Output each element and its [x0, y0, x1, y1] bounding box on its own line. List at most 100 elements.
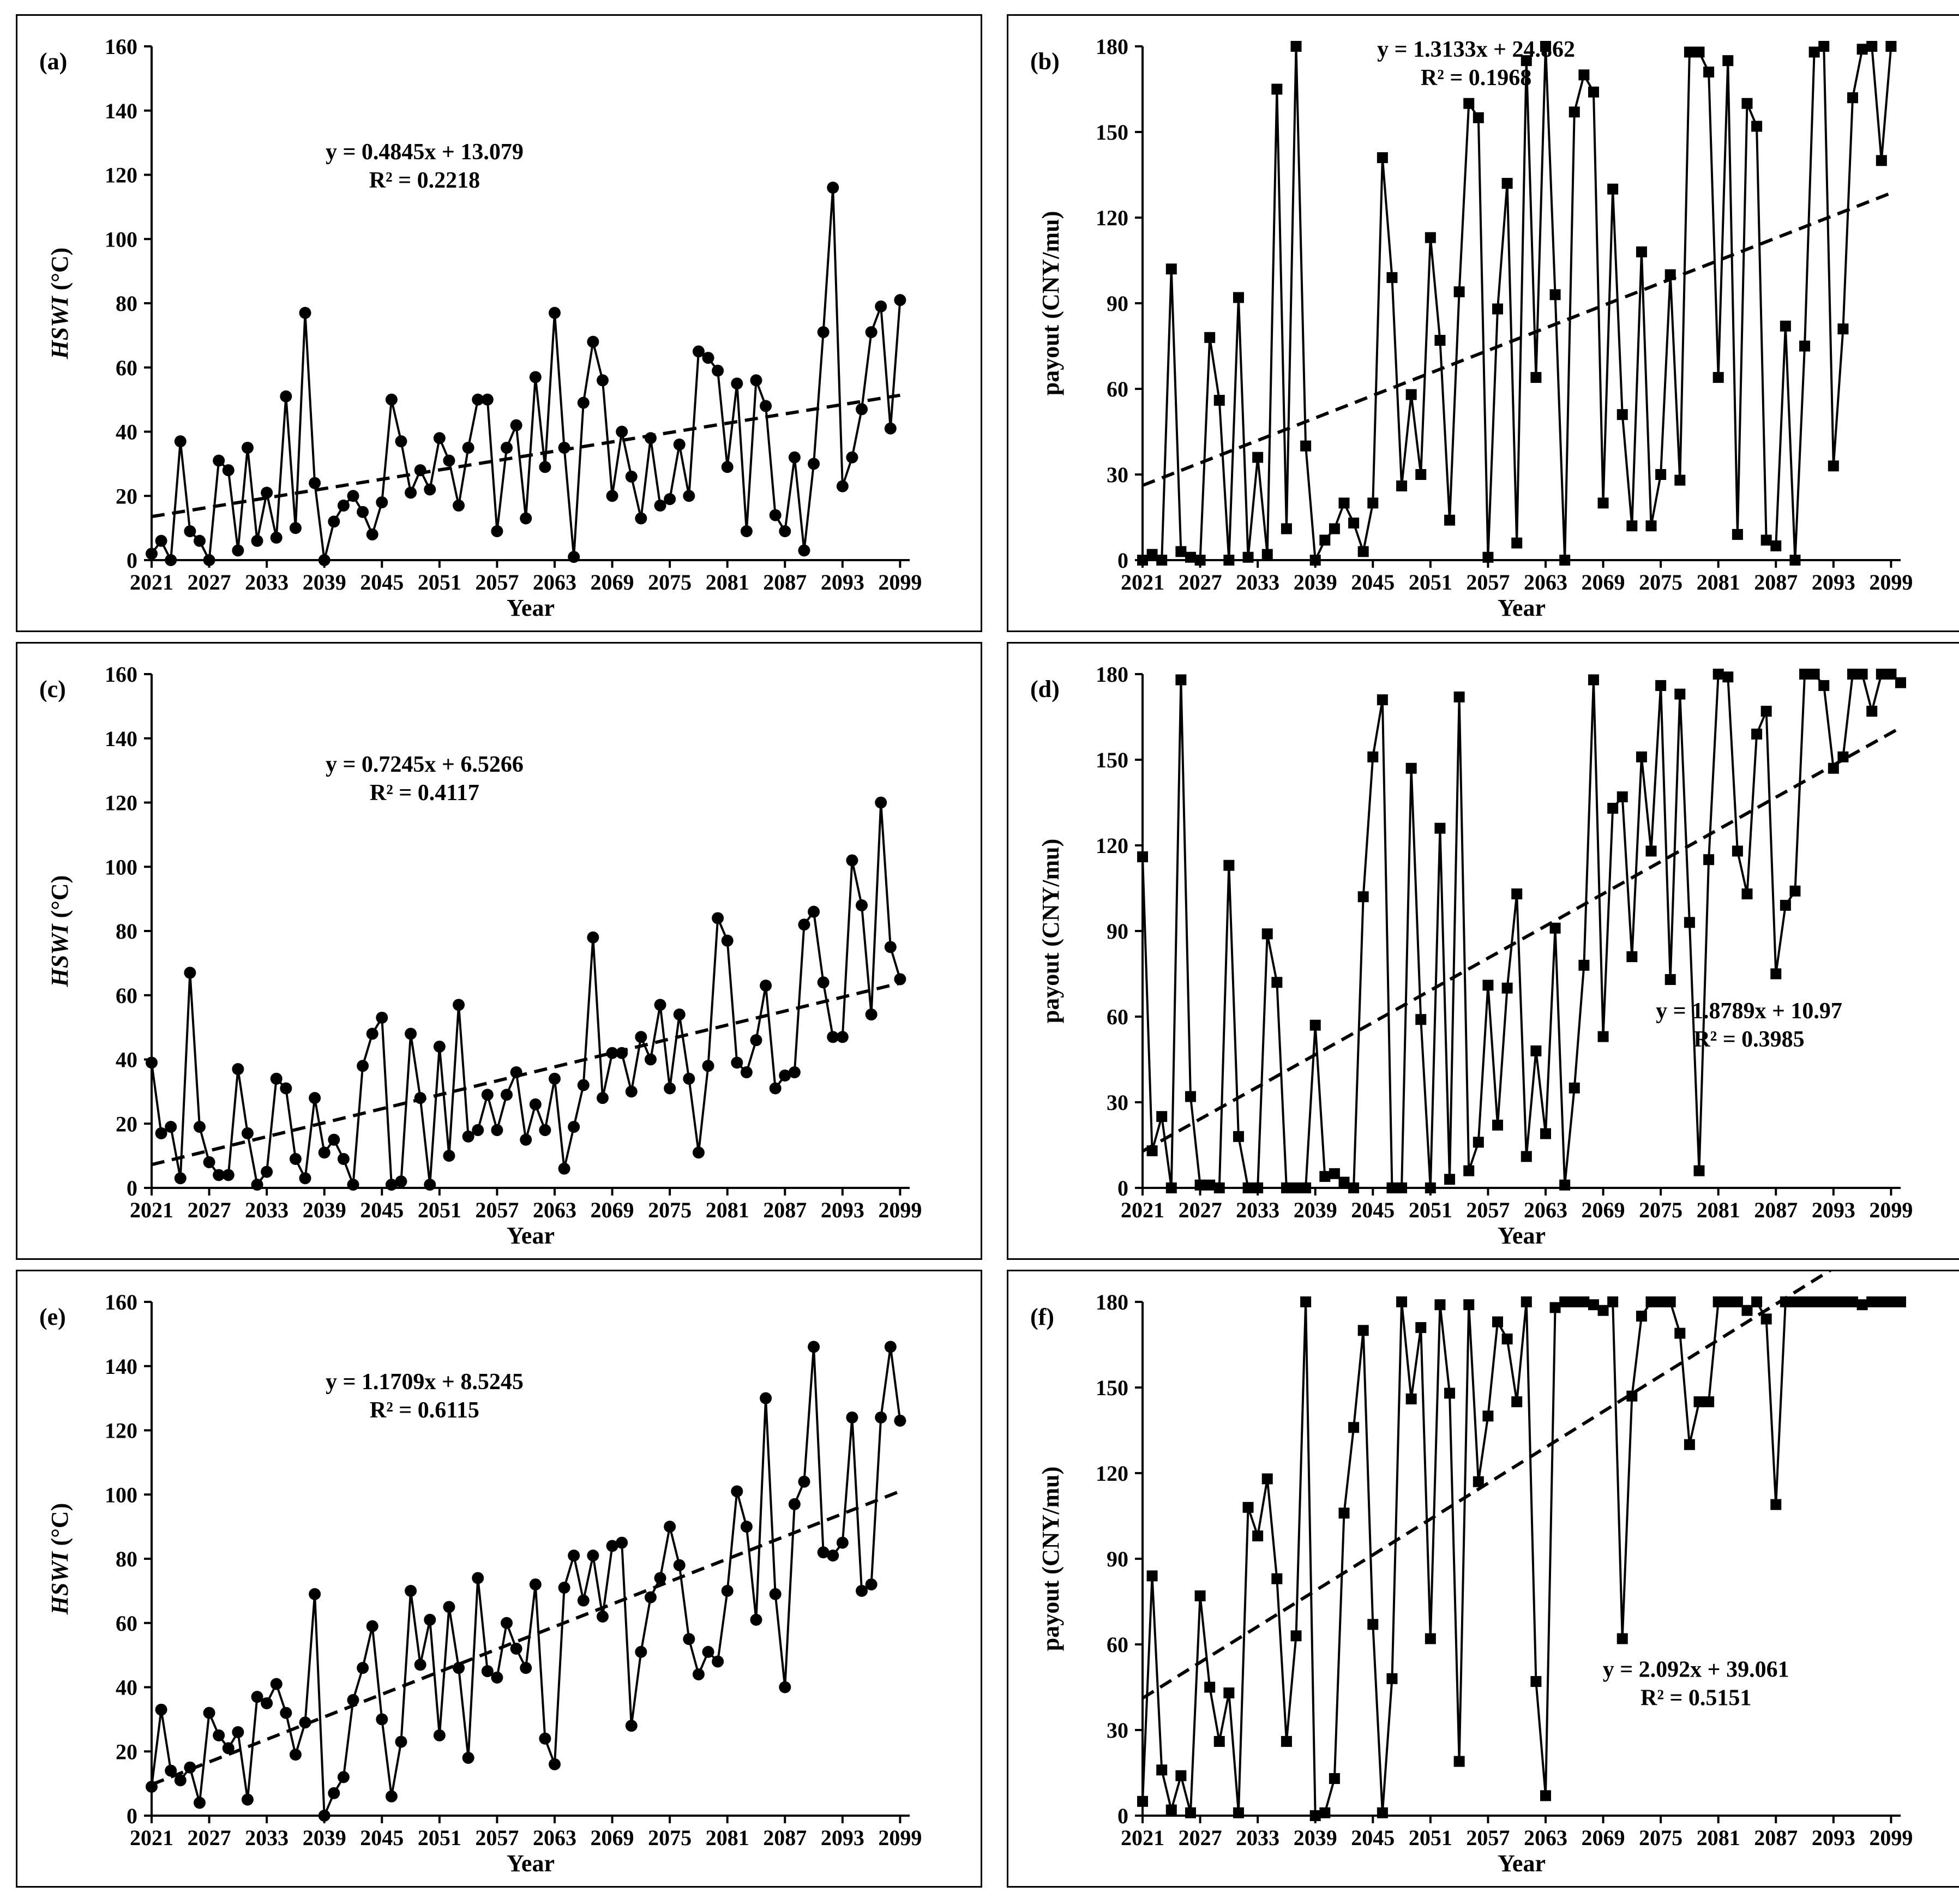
data-point [289, 1749, 302, 1761]
data-point [1453, 286, 1465, 298]
data-point [808, 1341, 820, 1353]
x-tick-label: 2093 [821, 570, 864, 594]
y-tick-label: 150 [1096, 1376, 1128, 1400]
data-point [472, 393, 484, 406]
data-point [1664, 269, 1676, 280]
data-point [1185, 1091, 1196, 1102]
data-point [1146, 1145, 1158, 1156]
data-point [1530, 1676, 1542, 1687]
x-axis-title: Year [1498, 1850, 1546, 1877]
data-point [347, 490, 359, 502]
y-tick-label: 140 [105, 726, 137, 751]
series-line [1141, 672, 1902, 1190]
data-point [357, 1662, 369, 1674]
data-point [548, 307, 561, 319]
x-tick-label: 2045 [1351, 1198, 1395, 1222]
data-point [462, 1752, 474, 1764]
data-point [213, 454, 225, 467]
data-point [760, 400, 772, 412]
chart-f: 0 30 60 90 120 150 180 2021 2027 2033 2039 2045 2051… [1030, 1271, 1913, 1877]
data-point [299, 307, 311, 319]
data-point [1741, 888, 1753, 899]
data-point [414, 464, 426, 477]
data-point [865, 1008, 878, 1021]
data-point [184, 966, 196, 979]
data-point [232, 1726, 244, 1738]
x-tick-label: 2081 [1697, 570, 1740, 594]
x-tick-label: 2087 [763, 1198, 807, 1222]
data-point [625, 1720, 638, 1732]
data-point [884, 422, 897, 435]
data-point [1597, 1305, 1609, 1316]
y-tick-label: 100 [105, 1482, 137, 1507]
data-point [1501, 1334, 1513, 1345]
data-point [146, 1781, 158, 1793]
data-point [481, 1089, 494, 1101]
data-point [1837, 1296, 1849, 1307]
data-point [875, 300, 887, 313]
data-point [1482, 980, 1494, 991]
data-point [1588, 674, 1599, 686]
x-tick-label: 2069 [1582, 570, 1625, 594]
data-point [587, 931, 599, 944]
data-point [1617, 409, 1628, 421]
x-tick-label: 2057 [1466, 1198, 1510, 1222]
data-point [1501, 982, 1513, 994]
data-point [692, 1146, 705, 1159]
data-point [1137, 1795, 1148, 1807]
data-point [193, 534, 206, 547]
data-point [472, 1124, 484, 1137]
data-point [1444, 1174, 1456, 1185]
data-point [453, 1662, 465, 1674]
x-tick-label: 2081 [706, 1825, 749, 1850]
data-point [1329, 523, 1340, 534]
data-point [798, 1475, 810, 1488]
data-point [1712, 372, 1724, 383]
data-point [241, 1127, 254, 1139]
data-point [846, 451, 858, 464]
r-squared: R² = 0.1968 [1421, 65, 1531, 91]
data-point [433, 432, 446, 445]
y-tick-label: 60 [116, 356, 137, 380]
data-point [721, 934, 734, 947]
data-point [1741, 1305, 1753, 1316]
data-point [1425, 1182, 1436, 1193]
data-point [1607, 183, 1619, 195]
data-point [616, 1536, 628, 1549]
data-point [683, 1072, 695, 1085]
data-point [1319, 1807, 1331, 1818]
data-point [1674, 1328, 1686, 1339]
data-point [491, 1124, 503, 1137]
data-point [213, 1729, 225, 1741]
data-point [1319, 534, 1331, 546]
data-point [1233, 1131, 1244, 1142]
data-point [894, 1414, 906, 1427]
data-point [309, 1588, 321, 1600]
data-point [261, 1166, 273, 1178]
x-tick-label: 2039 [1294, 1198, 1337, 1222]
data-point [1261, 1473, 1273, 1485]
data-point [203, 1156, 215, 1168]
data-point [1837, 323, 1849, 335]
data-point [193, 1121, 206, 1133]
data-point [1482, 1410, 1494, 1422]
x-tick-label: 2027 [1179, 570, 1222, 594]
x-tick-label: 2033 [245, 570, 289, 594]
x-tick-label: 2033 [1236, 570, 1279, 594]
y-tick-label: 60 [1107, 1005, 1128, 1029]
data-point [692, 345, 705, 358]
data-point [261, 486, 273, 499]
data-point [1137, 555, 1148, 566]
data-point [769, 509, 782, 521]
y-tick-label: 150 [1096, 120, 1128, 145]
data-point [1578, 959, 1590, 971]
data-point [1463, 1299, 1475, 1311]
data-point [827, 182, 839, 194]
data-point [501, 1617, 513, 1629]
panel-c: 0 20 40 60 80 100 120 140 160 2021 2027 2033 2039 204… [16, 642, 982, 1260]
data-point [1799, 669, 1811, 680]
data-point [1722, 1296, 1734, 1307]
data-point [1185, 1807, 1196, 1818]
data-point [1415, 1014, 1427, 1025]
y-tick-label: 30 [1107, 463, 1128, 487]
